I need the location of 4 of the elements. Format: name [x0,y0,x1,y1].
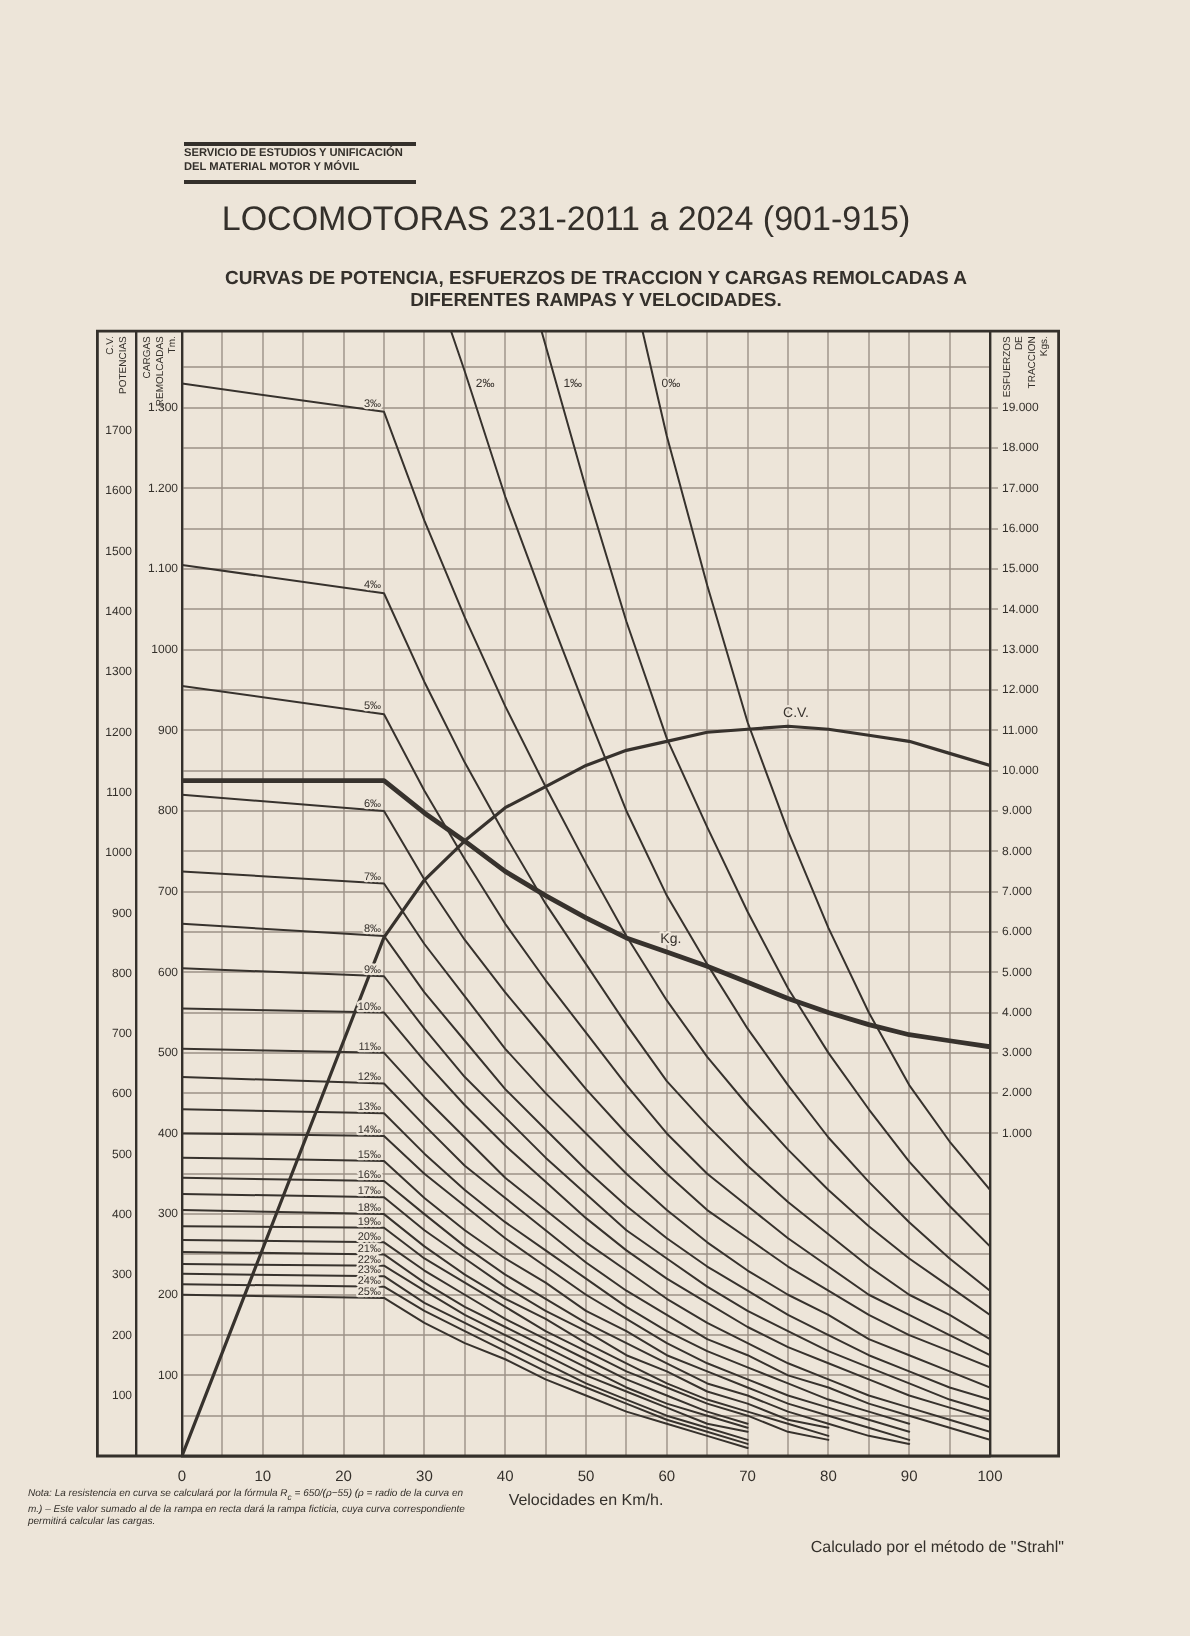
chart-title: LOCOMOTORAS 231-2011 a 2024 (901-915) [219,200,913,240]
text: Calculado por el método de "Strahl" [808,1538,1064,1556]
x-axis-title: Velocidades en Km/h. [508,1490,664,1509]
chart-subtitle: CURVAS DE POTENCIA, ESFUERZOS DE TRACCION Y CARGAS REMOLCADAS A DIFERENTES RAMPAS Y VELOCIDADES. [222,268,970,312]
